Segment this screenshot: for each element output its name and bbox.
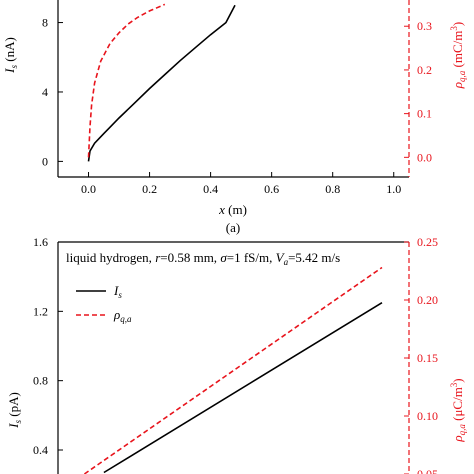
panel-b-series <box>83 266 383 474</box>
rho-series-line <box>83 266 383 474</box>
right-y-tick-label: 0.0 <box>417 150 432 164</box>
panel-b-right-y-ticks: 0.05 0.10 0.15 0.20 0.25 <box>404 235 438 474</box>
right-y-tick-label: 0.3 <box>417 19 432 33</box>
x-tick-label: 0.8 <box>325 182 340 196</box>
x-tick-label: 0.0 <box>81 182 96 196</box>
left-y-tick-label: 0.4 <box>33 443 48 457</box>
panel-b-annotation: liquid hydrogen, r=0.58 mm, σ=1 fS/m, Va… <box>66 250 340 267</box>
left-y-tick-label: 4 <box>42 85 48 99</box>
panel-a: 0.0 0.2 0.4 0.6 0.8 1.0 0 4 8 0.0 0.1 0.2 0.3 Is (… <box>2 0 467 235</box>
is-series-line <box>103 302 383 474</box>
left-y-tick-label: 1.6 <box>33 235 48 249</box>
panel-b-right-y-label: ρq,a (μC/m3) <box>449 378 467 442</box>
panel-a-caption: (a) <box>226 220 240 235</box>
panel-a-right-y-ticks: 0.0 0.1 0.2 0.3 <box>404 19 432 164</box>
panel-b: 0.4 0.8 1.2 1.6 0.05 0.10 0.15 0.20 0.25 liquid… <box>6 235 467 474</box>
right-y-tick-label: 0.05 <box>417 467 438 474</box>
is-series-line <box>87 4 236 162</box>
x-tick-label: 0.2 <box>142 182 157 196</box>
right-y-tick-label: 0.10 <box>417 409 438 423</box>
right-y-tick-label: 0.2 <box>417 63 432 77</box>
left-y-tick-label: 8 <box>42 16 48 30</box>
panel-a-x-label: x (m) <box>218 202 247 217</box>
right-y-tick-label: 0.25 <box>417 235 438 249</box>
panel-a-right-y-label: ρq,a (mC/m3) <box>449 22 467 89</box>
right-y-tick-label: 0.1 <box>417 107 432 121</box>
left-y-tick-label: 1.2 <box>33 304 48 318</box>
legend-label-rho: ρq,a <box>113 307 132 324</box>
right-y-tick-label: 0.15 <box>417 351 438 365</box>
panel-a-left-y-label: Is (nA) <box>2 37 19 74</box>
rho-series-line <box>87 3 166 158</box>
x-tick-label: 0.6 <box>264 182 279 196</box>
panel-a-series <box>87 3 236 162</box>
panel-b-left-y-label: Is (pA) <box>6 392 23 429</box>
x-tick-label: 0.4 <box>203 182 218 196</box>
legend-label-is: Is <box>113 283 122 300</box>
x-tick-label: 1.0 <box>386 182 401 196</box>
left-y-tick-label: 0.8 <box>33 374 48 388</box>
panel-b-left-y-ticks: 0.4 0.8 1.2 1.6 <box>33 235 63 457</box>
left-y-tick-label: 0 <box>42 154 48 168</box>
right-y-tick-label: 0.20 <box>417 293 438 307</box>
panel-a-x-ticks: 0.0 0.2 0.4 0.6 0.8 1.0 <box>81 172 401 196</box>
panel-b-legend: Is ρq,a <box>76 283 132 324</box>
panel-a-left-y-ticks: 0 4 8 <box>42 16 63 168</box>
